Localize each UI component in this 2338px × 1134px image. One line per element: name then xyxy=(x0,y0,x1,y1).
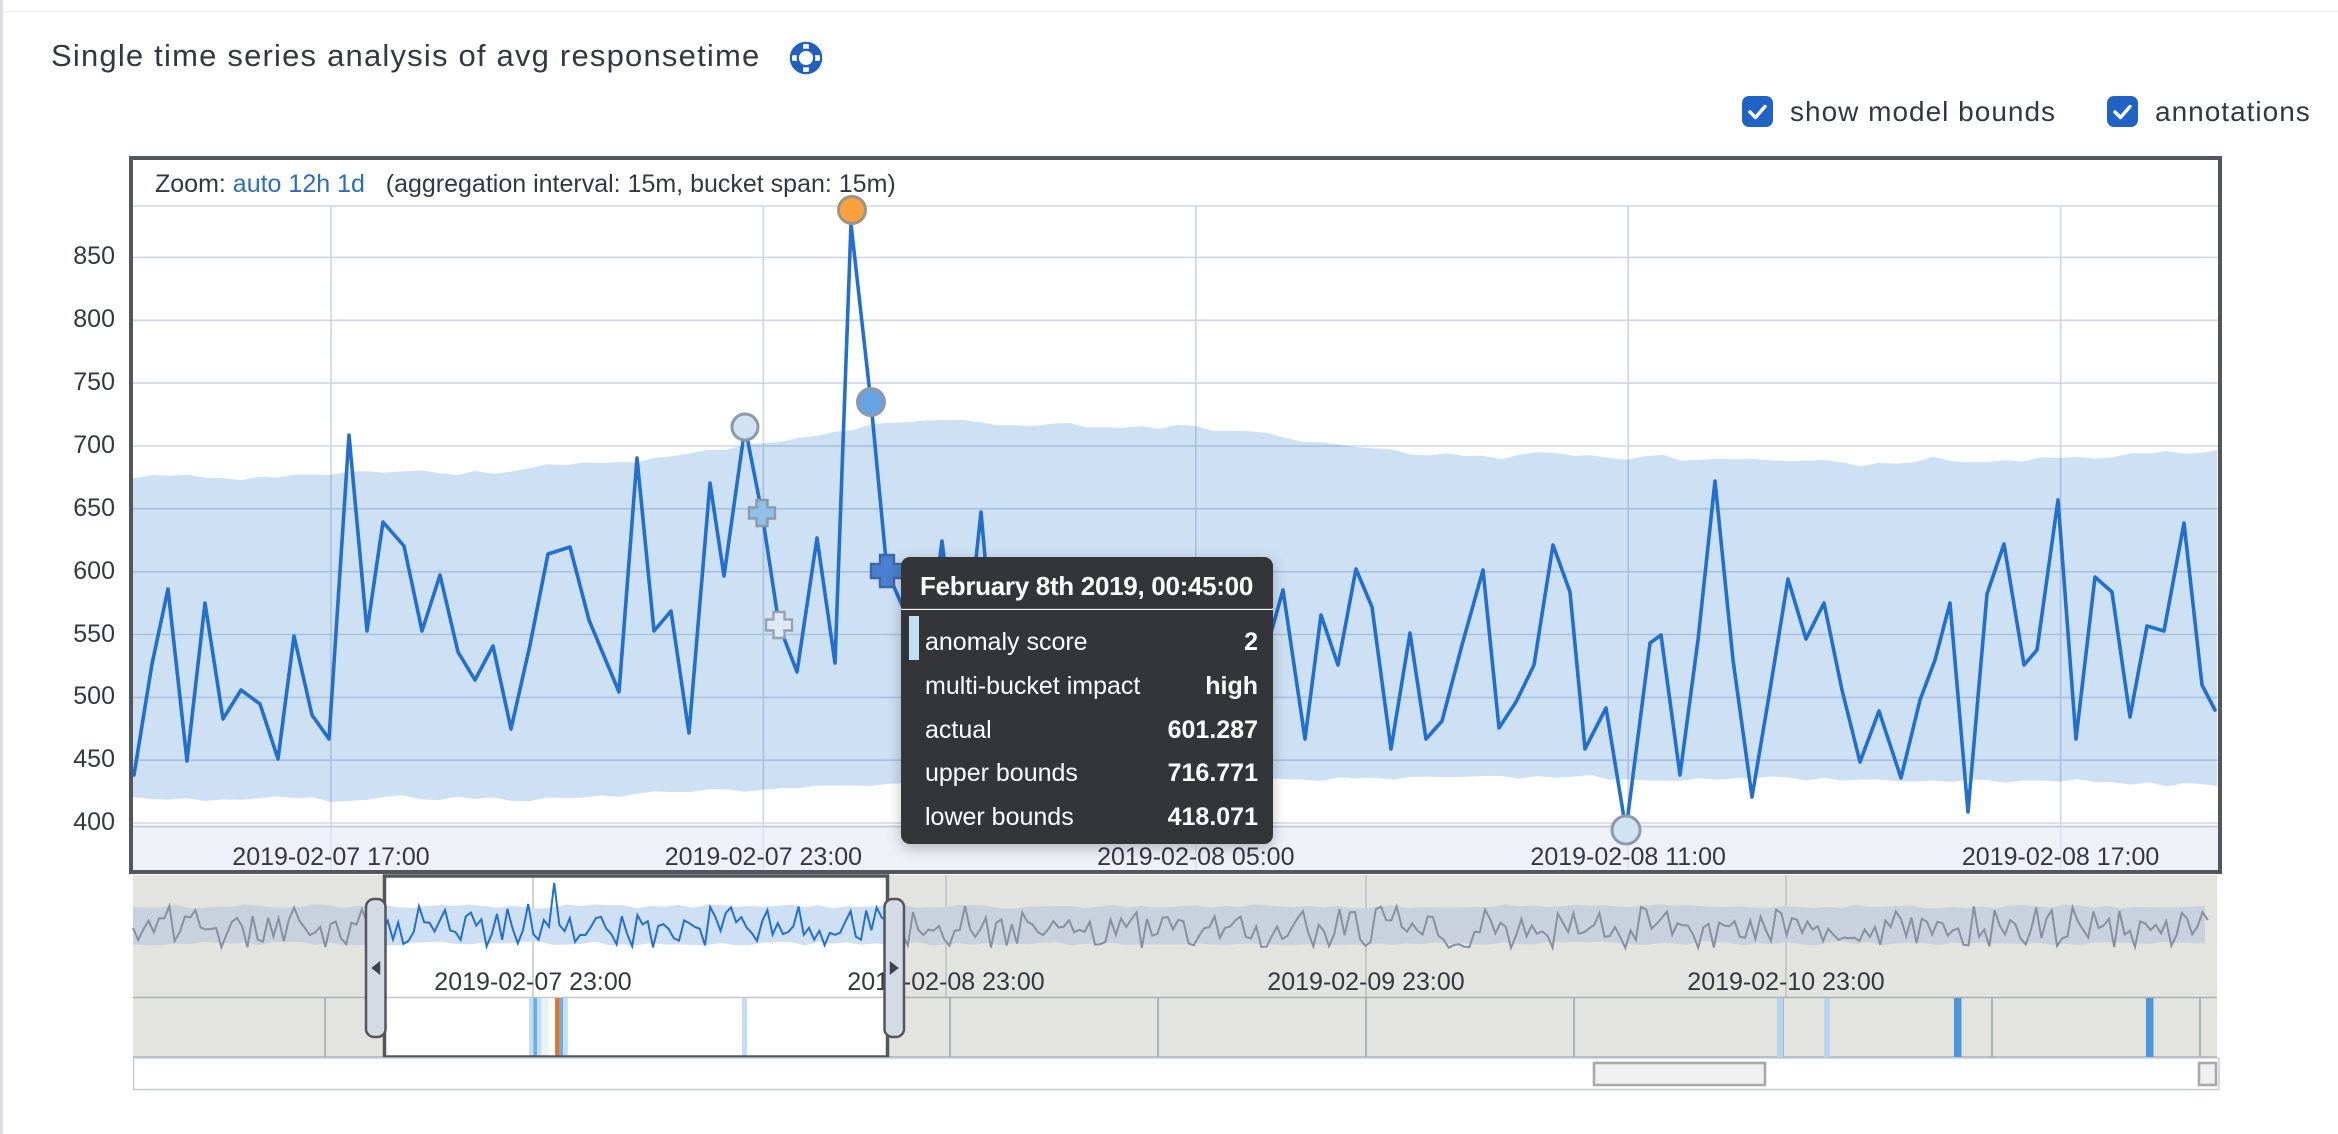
svg-text:2019-02-07 23:00: 2019-02-07 23:00 xyxy=(434,968,631,996)
svg-text:2019-02-07 17:00: 2019-02-07 17:00 xyxy=(232,843,429,870)
svg-text:2019-02-07 23:00: 2019-02-07 23:00 xyxy=(665,843,862,870)
svg-text:2019-02-08 17:00: 2019-02-08 17:00 xyxy=(1962,843,2159,870)
svg-text:2019-02-10 23:00: 2019-02-10 23:00 xyxy=(1687,968,1884,996)
svg-text:2019-02-09 23:00: 2019-02-09 23:00 xyxy=(1267,968,1464,996)
svg-text:2019-02-08 05:00: 2019-02-08 05:00 xyxy=(1097,843,1294,870)
svg-text:2019-02-08 11:00: 2019-02-08 11:00 xyxy=(1530,843,1726,870)
svg-text:2019-02-08 23:00: 2019-02-08 23:00 xyxy=(847,968,1044,996)
